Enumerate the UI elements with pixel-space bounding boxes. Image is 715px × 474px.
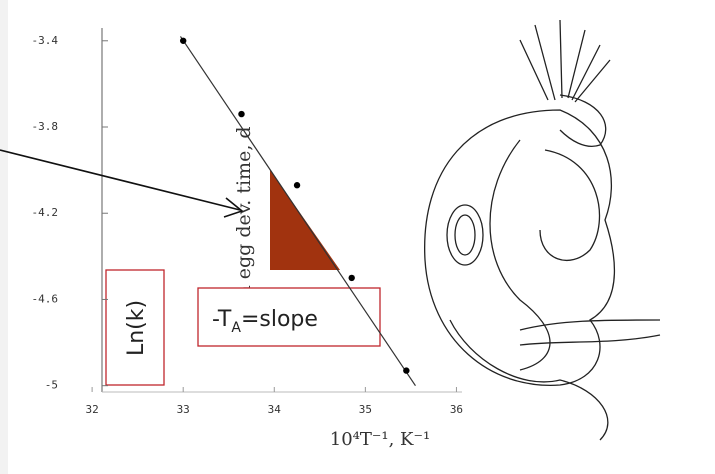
- left-band: [0, 0, 8, 474]
- tail: [519, 319, 661, 346]
- fit-line: [179, 36, 416, 387]
- x-tick-label: 33: [177, 403, 190, 416]
- arrow-line: [0, 149, 241, 211]
- data-point: [403, 367, 410, 374]
- slope-box: [197, 287, 381, 347]
- data-point: [238, 110, 245, 118]
- slope-label: -TA=slope: [212, 307, 318, 336]
- head: [559, 94, 607, 147]
- eye-inner: [454, 214, 476, 256]
- lnk-box: [105, 269, 165, 386]
- x-tick-label: 32: [85, 403, 98, 416]
- body-outline: [424, 109, 616, 386]
- y-tick-label: -4.6: [32, 292, 59, 305]
- x-tick-label: 35: [359, 403, 372, 416]
- data-point: [179, 37, 187, 44]
- gut: [489, 139, 551, 371]
- spine: [449, 319, 609, 441]
- eye-spot: [446, 204, 484, 266]
- y-tick-label: -3.8: [32, 120, 59, 133]
- arrow-head: [223, 197, 244, 218]
- x-axis-label: 10⁴T⁻¹, K⁻¹: [330, 429, 430, 450]
- daphnia-drawing: [424, 19, 661, 441]
- x-tick-label: 34: [268, 403, 282, 416]
- y-tick-label: -5: [45, 379, 58, 392]
- slope-suffix: =slope: [241, 307, 318, 332]
- brood: [539, 149, 601, 261]
- data-point: [293, 182, 301, 189]
- y-tick-label: -4.2: [32, 206, 59, 219]
- slope-sub: A: [231, 320, 241, 336]
- slope-prefix: -T: [212, 307, 232, 332]
- antennae: [519, 19, 611, 103]
- lnk-label: Ln(k): [124, 300, 149, 356]
- y-axis-label: ln egg dev. time, d: [233, 126, 255, 303]
- x-tick-label: 36: [450, 403, 463, 416]
- y-tick-label: -3.4: [32, 34, 59, 47]
- data-point: [348, 274, 355, 282]
